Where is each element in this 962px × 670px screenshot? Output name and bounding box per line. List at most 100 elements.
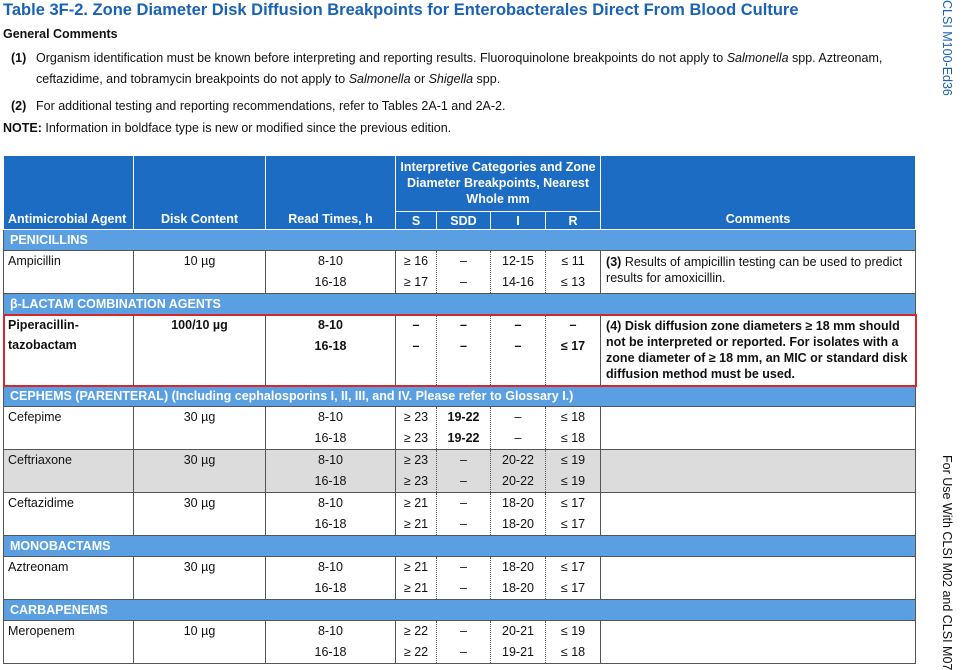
breakpoint: ≤ 18 [560,645,586,659]
value-cell: 8-10 16-18 [265,620,396,664]
breakpoint: ≤ 17 [560,560,586,574]
breakpoint-table: Antimicrobial Agent Disk Content Read Ti… [2,155,917,664]
column-header: S [395,211,437,230]
breakpoint: – [460,560,467,574]
table-row: Piperacillin-tazobactam 100/10 µg 8-10 16-1… [3,314,917,386]
value-cell: ≥ 23 ≥ 23 [395,406,437,450]
breakpoint: 19-22 [447,410,480,424]
agent-name: Ceftazidime [3,492,134,536]
breakpoint: – [460,474,467,488]
value-cell: – – [436,314,491,386]
value-cell: 8-10 16-18 [265,406,396,450]
value-cell: – – [395,314,437,386]
value-cell: ≥ 23 ≥ 23 [395,449,437,493]
breakpoint: 18-20 [502,560,534,574]
read-time: 16-18 [314,275,347,289]
value-cell: 20-21 19-21 [490,620,546,664]
comment-item: (1) Organism identification must be known… [3,48,883,90]
comment-text-part: Organism identification must be known be… [36,51,727,65]
breakpoint: ≥ 21 [403,517,429,531]
comment-text: Organism identification must be known be… [36,48,883,90]
comment-item: (2) For additional testing and reporting … [3,96,883,117]
comment-cell [600,406,917,450]
comment-cell [600,620,917,664]
value-cell: ≤ 19 ≤ 19 [544,449,602,493]
breakpoint: ≥ 21 [403,496,429,510]
note-label: NOTE: [3,121,42,135]
value-cell: 8-10 16-18 [265,314,396,386]
value-cell: ≤ 17 ≤ 17 [544,492,602,536]
breakpoint: – [514,410,522,424]
breakpoint: – [514,339,522,353]
breakpoint: ≥ 21 [403,581,429,595]
column-header: Antimicrobial Agent [3,155,134,230]
agent-name: Ceftriaxone [3,449,134,493]
column-header: I [490,211,546,230]
table-row: Ampicillin 10 µg 8-10 16-18 ≥ 16 ≥ 17– –12-15 1… [3,250,917,294]
column-header: Read Times, h [265,155,396,230]
value-cell: ≥ 21 ≥ 21 [395,492,437,536]
agent-name: Piperacillin-tazobactam [3,314,134,386]
table-row: PENICILLINS [2,229,917,251]
agent-name: Meropenem [3,620,134,664]
breakpoint: ≥ 23 [403,431,429,445]
value-cell: 8-10 16-18 [265,492,396,536]
comment-text: Results of ampicillin testing can be use… [606,255,903,285]
column-header: R [544,211,602,230]
comment-list: (1) Organism identification must be known… [3,48,883,123]
breakpoint: 19-21 [502,645,534,659]
value-cell: – – [490,314,546,386]
read-time: 8-10 [317,318,344,332]
comment-text-part: Salmonella [348,72,411,86]
comment-cell: (3) Results of ampicillin testing can be… [600,250,917,294]
value-cell: 8-10 16-18 [265,250,396,294]
title: Table 3F-2. Zone Diameter Disk Diffusion… [3,1,799,19]
read-time: 8-10 [317,453,344,467]
breakpoint: – [569,318,577,332]
comment-cell [600,556,917,600]
read-time: 8-10 [317,410,344,424]
read-time: 16-18 [314,581,347,595]
read-time: 8-10 [317,254,344,268]
breakpoint: 19-22 [447,431,480,445]
breakpoint: – [412,318,420,332]
value-cell: 19-22 19-22 [436,406,491,450]
comment-cell: (4) Disk diffusion zone diameters ≥ 18 m… [600,314,917,386]
breakpoint: ≥ 16 [403,254,429,268]
breakpoint: ≥ 17 [403,275,429,289]
value-cell: 18-20 18-20 [490,556,546,600]
table-row: Ceftriaxone 30 µg 8-10 16-18 ≥ 23 ≥ 23– –20-22… [3,449,917,493]
breakpoint: – [460,496,467,510]
agent-name: Cefepime [3,406,134,450]
category-header: PENICILLINS [2,229,917,251]
disk-content: 30 µg [133,556,266,600]
breakpoint: ≤ 13 [560,275,586,289]
agent-name: Aztreonam [3,556,134,600]
comment-number: (1) [11,51,27,65]
comment-text-part: or [410,72,429,86]
column-header: Disk Content [133,155,266,230]
disk-content: 30 µg [133,406,266,450]
table-row: Ceftazidime 30 µg 8-10 16-18 ≥ 21 ≥ 21– –18-20… [3,492,917,536]
read-time: 8-10 [317,624,344,638]
value-cell: – ≤ 17 [544,314,602,386]
table-row: β-LACTAM COMBINATION AGENTS [2,293,917,315]
breakpoint: 18-20 [502,517,534,531]
value-cell: – – [436,620,491,664]
value-cell: ≤ 17 ≤ 17 [544,556,602,600]
breakpoint: ≤ 19 [560,474,586,488]
side-note: For Use With CLSI M02 and CLSI M07 [940,455,954,670]
breakpoint: – [460,254,467,268]
table-row: Cefepime 30 µg 8-10 16-18 ≥ 23 ≥ 23 19-22 19-22… [3,406,917,450]
breakpoint: 12-15 [502,254,534,268]
note: NOTE: Information in boldface type is ne… [3,121,451,135]
breakpoint: – [460,453,467,467]
read-time: 16-18 [314,645,347,659]
comment-text: For additional testing and reporting rec… [36,96,883,117]
comment-cell [600,449,917,493]
value-cell: 18-20 18-20 [490,492,546,536]
disk-content: 30 µg [133,492,266,536]
breakpoint: – [460,581,467,595]
value-cell: – – [436,556,491,600]
breakpoint: ≤ 17 [560,496,586,510]
